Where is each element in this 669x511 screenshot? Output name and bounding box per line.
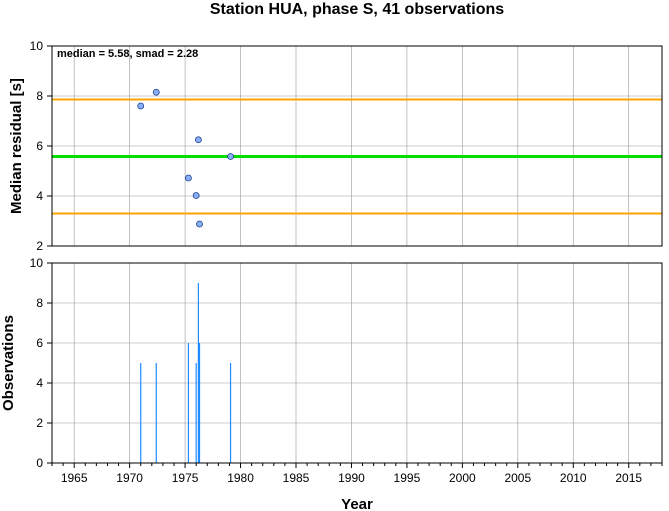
- x-tick-label: 1995: [394, 471, 421, 485]
- y-tick-label: 4: [36, 376, 43, 390]
- reference-lines: [52, 98, 662, 215]
- x-tick-label: 1985: [283, 471, 310, 485]
- y-tick-label: 2: [36, 239, 43, 253]
- x-tick-label: 2010: [560, 471, 587, 485]
- x-tick-label: 2015: [615, 471, 642, 485]
- residual-y-ticks: 2 4 6 8 10: [30, 39, 52, 253]
- residual-grid: [52, 45, 662, 247]
- year-x-axis-label: Year: [341, 496, 373, 511]
- observations-y-axis-label: Observations: [0, 315, 17, 411]
- chart-title: Station HUA, phase S, 41 observations: [210, 1, 504, 18]
- y-tick-label: 4: [36, 189, 43, 203]
- observation-bar: [187, 343, 190, 463]
- y-tick-label: 6: [36, 139, 43, 153]
- observation-bar: [198, 343, 201, 463]
- observation-bar: [155, 363, 157, 463]
- observation-bar: [195, 363, 197, 463]
- y-tick-label: 8: [36, 89, 43, 103]
- observations-plot-frame: [51, 262, 663, 464]
- observations-y-ticks: 0 2 4 6 8 10: [30, 256, 52, 470]
- x-tick-label: 1980: [227, 471, 254, 485]
- residual-point: [194, 136, 202, 144]
- residual-points: [137, 88, 234, 228]
- y-tick-label: 10: [30, 256, 44, 270]
- y-tick-label: 2: [36, 416, 43, 430]
- residual-point: [137, 102, 145, 110]
- year-x-ticks: 1965 1970 1975 1980 1985 1990 1995 2000 2005 2010…: [51, 463, 663, 485]
- median-annotation: median = 5.58, smad = 2.28: [57, 48, 198, 60]
- x-tick-label: 1990: [338, 471, 365, 485]
- observations-panel: 0 2 4 6 8 10 1965 1970 1975 1980 1985 1990 1995 2000…: [0, 256, 663, 511]
- residual-point: [152, 88, 160, 96]
- residual-point: [227, 153, 234, 160]
- observation-bar: [229, 363, 232, 463]
- y-tick-label: 8: [36, 296, 43, 310]
- y-tick-label: 10: [30, 39, 44, 53]
- x-tick-label: 1975: [172, 471, 199, 485]
- residual-point: [185, 174, 192, 182]
- y-tick-label: 6: [36, 336, 43, 350]
- x-tick-label: 1970: [116, 471, 143, 485]
- y-tick-label: 0: [36, 456, 43, 470]
- residual-y-axis-label: Median residual [s]: [8, 78, 25, 214]
- x-tick-label: 2005: [504, 471, 531, 485]
- observation-bars: [140, 283, 232, 463]
- residual-point: [196, 220, 203, 228]
- x-tick-label: 2000: [449, 471, 476, 485]
- x-tick-label: 1965: [61, 471, 88, 485]
- residual-panel: 2 4 6 8 10 median = 5.58, smad = 2.28 Median…: [8, 39, 663, 253]
- residual-point: [192, 192, 200, 199]
- observation-bar: [197, 283, 199, 463]
- observations-grid: [52, 262, 662, 464]
- observation-bar: [140, 363, 142, 463]
